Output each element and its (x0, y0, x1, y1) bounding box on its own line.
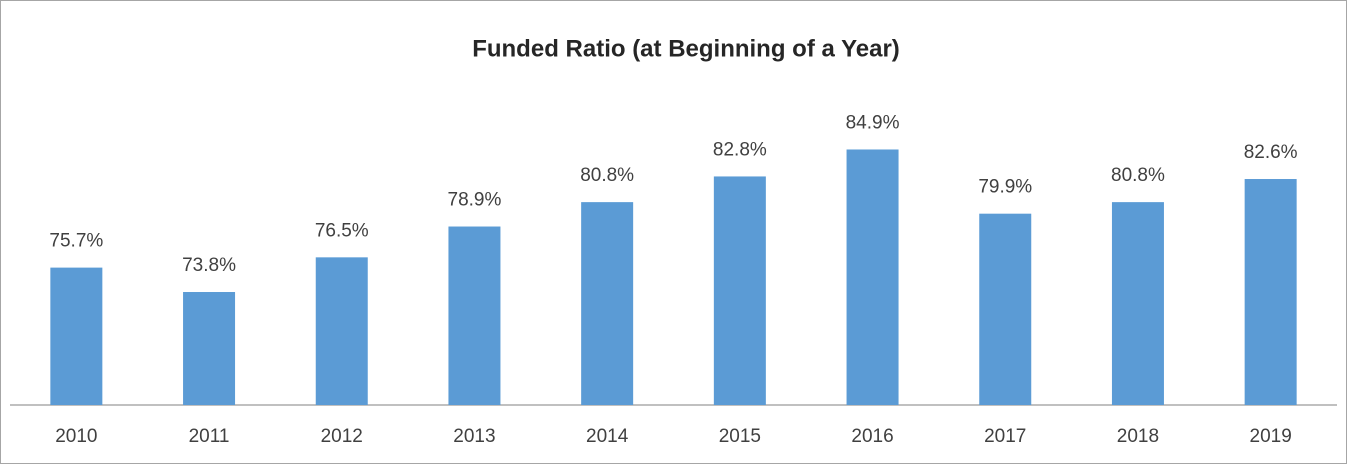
bar (581, 202, 634, 405)
bar (979, 213, 1032, 405)
data-label: 76.5% (315, 220, 369, 241)
bar (315, 257, 368, 405)
data-label: 82.6% (1244, 142, 1298, 163)
data-label: 82.8% (713, 139, 767, 160)
x-tick-label: 2011 (189, 426, 230, 447)
bar (183, 292, 236, 405)
bar (713, 176, 766, 405)
bar (448, 226, 501, 405)
data-label: 80.8% (580, 165, 634, 186)
bar (50, 267, 103, 405)
bar (1244, 179, 1297, 405)
x-tick-label: 2013 (453, 426, 495, 447)
x-tick-label: 2016 (851, 426, 893, 447)
data-label: 80.8% (1111, 165, 1165, 186)
x-tick-label: 2018 (1117, 426, 1159, 447)
data-label: 78.9% (448, 190, 502, 211)
x-tick-label: 2017 (984, 426, 1026, 447)
data-label: 75.7% (49, 231, 103, 252)
x-tick-label: 2010 (55, 426, 97, 447)
x-tick-label: 2019 (1250, 426, 1292, 447)
data-label: 79.9% (978, 177, 1032, 198)
bar (846, 149, 899, 405)
data-label: 84.9% (846, 112, 900, 133)
x-tick-label: 2012 (321, 426, 363, 447)
data-label: 73.8% (182, 255, 236, 276)
x-tick-label: 2015 (719, 426, 761, 447)
chart-title: Funded Ratio (at Beginning of a Year) (472, 35, 900, 62)
bar (1111, 202, 1164, 405)
x-tick-label: 2014 (586, 426, 629, 447)
